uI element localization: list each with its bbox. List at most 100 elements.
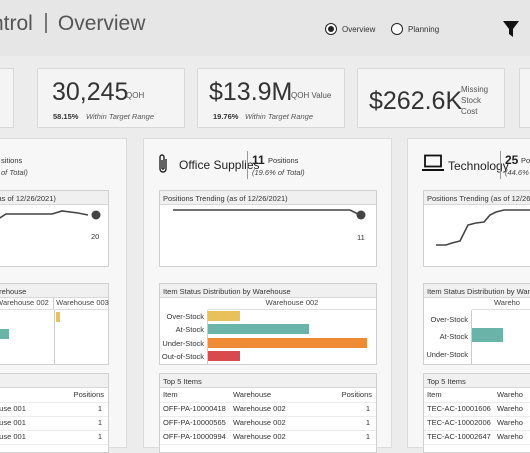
technology-count-sub: (44.6% <box>505 168 529 177</box>
status-label-out-of-stock: Out-of-Stock <box>161 352 204 361</box>
tech-dist-col: Wareho <box>472 298 530 310</box>
kpi-qoh-pct-label: Within Target Range <box>86 112 155 121</box>
col-item: Item <box>427 390 442 399</box>
left-bar-over-stock <box>56 312 60 322</box>
office-dist-box: Item Status Distribution by Warehouse Wa… <box>159 283 377 365</box>
office-dist-head: Item Status Distribution by Warehouse <box>160 284 376 298</box>
cell-item: OFF-PA-10000565 <box>163 418 226 427</box>
header-bar <box>0 0 530 56</box>
kpi-value-unit: QOH Value <box>291 91 332 100</box>
cell-item: OFF-PA-10000418 <box>163 404 226 413</box>
cell-positions: 1 <box>365 432 370 441</box>
tech-top-head: Top 5 Items <box>424 374 530 388</box>
office-trend-end-label: 11 <box>357 233 365 242</box>
tech-trend-box: Positions Trending (as of 12/26/2021) <box>423 190 530 267</box>
cell-warehouse: Warehouse 002 <box>233 418 286 427</box>
radio-planning[interactable]: Planning <box>391 23 439 35</box>
laptop-icon <box>422 154 444 171</box>
table-row[interactable]: TEC-AC-10002006 Wareho <box>424 416 530 431</box>
kpi-missing-value: $262.6K <box>369 87 463 115</box>
office-dist-col: Warehouse 002 <box>208 298 376 310</box>
radio-planning-label: Planning <box>408 24 440 34</box>
cell-warehouse: Wareho <box>497 418 523 427</box>
col-warehouse: Warehouse <box>233 390 272 399</box>
table-row[interactable]: ouse 001 1 <box>0 430 108 445</box>
status-label-under-stock: Under-Stock <box>426 350 468 359</box>
cell-warehouse: Wareho <box>497 432 523 441</box>
table-row[interactable]: ouse 001 1 <box>0 402 108 417</box>
left-top-head: s <box>0 374 108 388</box>
left-dist-head: arehouse <box>0 284 108 298</box>
col-warehouse: Wareho <box>497 390 523 399</box>
table-row[interactable]: OFF-PA-10000565 Warehouse 002 1 <box>160 416 376 431</box>
status-label-under-stock: Under-Stock <box>162 339 204 348</box>
cell-warehouse: ouse 001 <box>0 404 26 413</box>
status-label-over-stock: Over-Stock <box>166 312 204 321</box>
technology-title: Technology <box>448 159 509 173</box>
left-trend-head: (as of 12/26/2021) <box>0 191 108 205</box>
kpi-missing-unit-1: Missing <box>461 85 489 94</box>
office-bar-under-stock <box>208 338 367 348</box>
radio-unselected-icon <box>391 23 403 35</box>
left-trend-end-dot <box>91 210 101 220</box>
table-row[interactable]: OFF-PA-10000994 Warehouse 002 1 <box>160 430 376 445</box>
table-row[interactable]: OFF-PA-10000418 Warehouse 002 1 <box>160 402 376 417</box>
cell-item: TEC-AC-10002647 <box>427 432 491 441</box>
radio-overview-label: Overview <box>342 24 376 34</box>
cell-positions: 1 <box>365 404 370 413</box>
office-count: 11 <box>252 153 265 167</box>
cell-warehouse: ouse 001 <box>0 432 26 441</box>
office-bar-at-stock <box>208 324 309 334</box>
office-trend-chart <box>173 209 366 220</box>
panel-technology: Technology 25 Po (44.6% Positions Trendi… <box>407 138 530 453</box>
tech-top-box: Top 5 Items Item Wareho TEC-AC-10001606 … <box>423 373 530 453</box>
office-top-head: Top 5 Items <box>160 374 376 388</box>
office-top-box: Top 5 Items Item Warehouse Positions OFF… <box>159 373 377 453</box>
office-trend-end-dot <box>356 210 366 220</box>
table-row[interactable]: ouse 001 1 <box>0 416 108 431</box>
kpi-card-qoh: 30,245 QOH 58.15% Within Target Range <box>37 68 185 128</box>
cell-item: TEC-AC-10001606 <box>427 404 491 413</box>
title-divider <box>44 13 47 33</box>
kpi-card-value: $13.9M QOH Value 19.76% Within Target Ra… <box>197 68 345 128</box>
tech-dist-box: Item Status Distribution by Wareh Wareho… <box>423 283 530 365</box>
kpi-qoh-pct: 58.15% <box>53 112 79 121</box>
status-label-over-stock: Over-Stock <box>430 315 468 324</box>
cell-positions: 1 <box>365 418 370 427</box>
left-bar-at-stock <box>0 329 9 339</box>
left-count-label: sitions <box>1 156 23 165</box>
left-count-sub: of Total) <box>1 168 28 177</box>
paperclip-icon <box>159 154 167 173</box>
filter-icon[interactable] <box>502 19 520 39</box>
kpi-qoh-unit: QOH <box>126 91 145 100</box>
radio-selected-icon <box>325 23 337 35</box>
kpi-card-missing: $262.6K Missing Stock Cost <box>357 68 505 128</box>
kpi-missing-unit-2: Stock <box>461 96 482 105</box>
office-supplies-title: Office Supplies <box>179 158 260 172</box>
cell-item: TEC-AC-10002006 <box>427 418 491 427</box>
office-dist-axis <box>207 310 208 364</box>
title-overview: Overview <box>57 12 146 35</box>
technology-count: 25 <box>505 153 519 167</box>
office-trend-box: Positions Trending (as of 12/26/2021) 11 <box>159 190 377 267</box>
kpi-missing-unit-3: Cost <box>461 107 478 116</box>
col-item: Item <box>163 390 178 399</box>
left-trend-end-label: 20 <box>91 232 100 241</box>
table-row[interactable]: TEC-AC-10001606 Wareho <box>424 402 530 417</box>
title-left: ntrol <box>0 12 33 35</box>
left-trend-box: (as of 12/26/2021) 20 <box>0 190 109 267</box>
office-count-label: Positions <box>268 156 299 165</box>
radio-overview[interactable]: Overview <box>325 23 375 35</box>
left-trend-chart <box>0 210 101 220</box>
kpi-qoh-value: 30,245 <box>52 78 129 106</box>
left-top-box: s Positions ouse 001 1 ouse 001 1 ouse 0… <box>0 373 109 453</box>
office-top-colrow: Item Warehouse Positions <box>160 388 376 403</box>
cell-warehouse: Warehouse 002 <box>233 432 286 441</box>
tech-top-colrow: Item Wareho <box>424 388 530 403</box>
cell-warehouse: Wareho <box>497 404 523 413</box>
tech-bar-at-stock <box>472 328 503 342</box>
left-dist-col1: Warehouse 002 <box>0 298 54 310</box>
table-row[interactable]: TEC-AC-10002647 Wareho <box>424 430 530 445</box>
kpi-card-partial-right <box>519 68 530 128</box>
cell-warehouse: Warehouse 002 <box>233 404 286 413</box>
